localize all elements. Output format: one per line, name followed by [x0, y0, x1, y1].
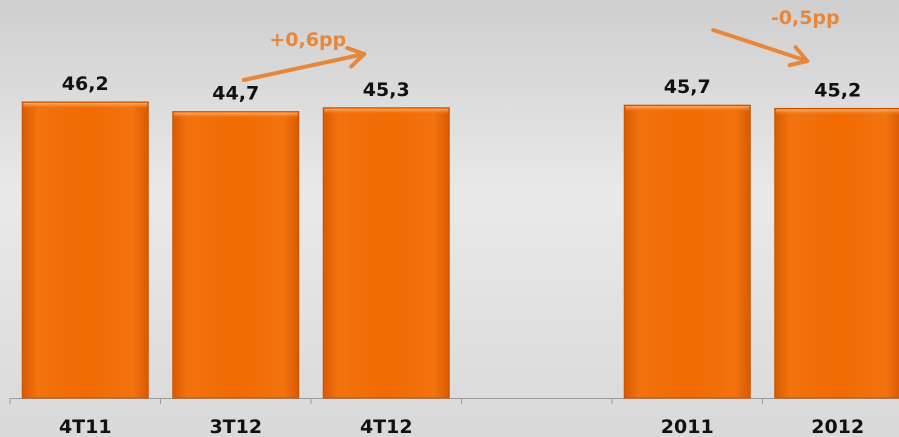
change-annotation: +0,6pp: [241, 29, 367, 82]
value-label: 44,7: [212, 83, 259, 105]
value-label: 45,3: [363, 79, 410, 101]
bar: [322, 107, 450, 399]
arrow-head: [787, 45, 810, 68]
value-label: 46,2: [62, 73, 109, 95]
value-label: 45,7: [664, 76, 711, 98]
bar: [774, 107, 899, 399]
change-label: -0,5pp: [771, 7, 840, 29]
arrow-shaft: [711, 28, 810, 63]
category-label: 2012: [811, 416, 864, 437]
category-label: 3T12: [209, 416, 262, 437]
change-label: +0,6pp: [269, 29, 346, 51]
bar: [21, 101, 149, 399]
category-label: 4T12: [360, 416, 413, 437]
category-label: 4T11: [59, 416, 112, 437]
arrow-head: [345, 46, 367, 69]
value-label: 45,2: [814, 79, 861, 101]
bar: [172, 111, 300, 399]
arrow-shaft: [241, 52, 367, 82]
bar: [623, 104, 751, 399]
change-annotation: -0,5pp: [711, 7, 840, 68]
category-label: 2011: [661, 416, 714, 437]
